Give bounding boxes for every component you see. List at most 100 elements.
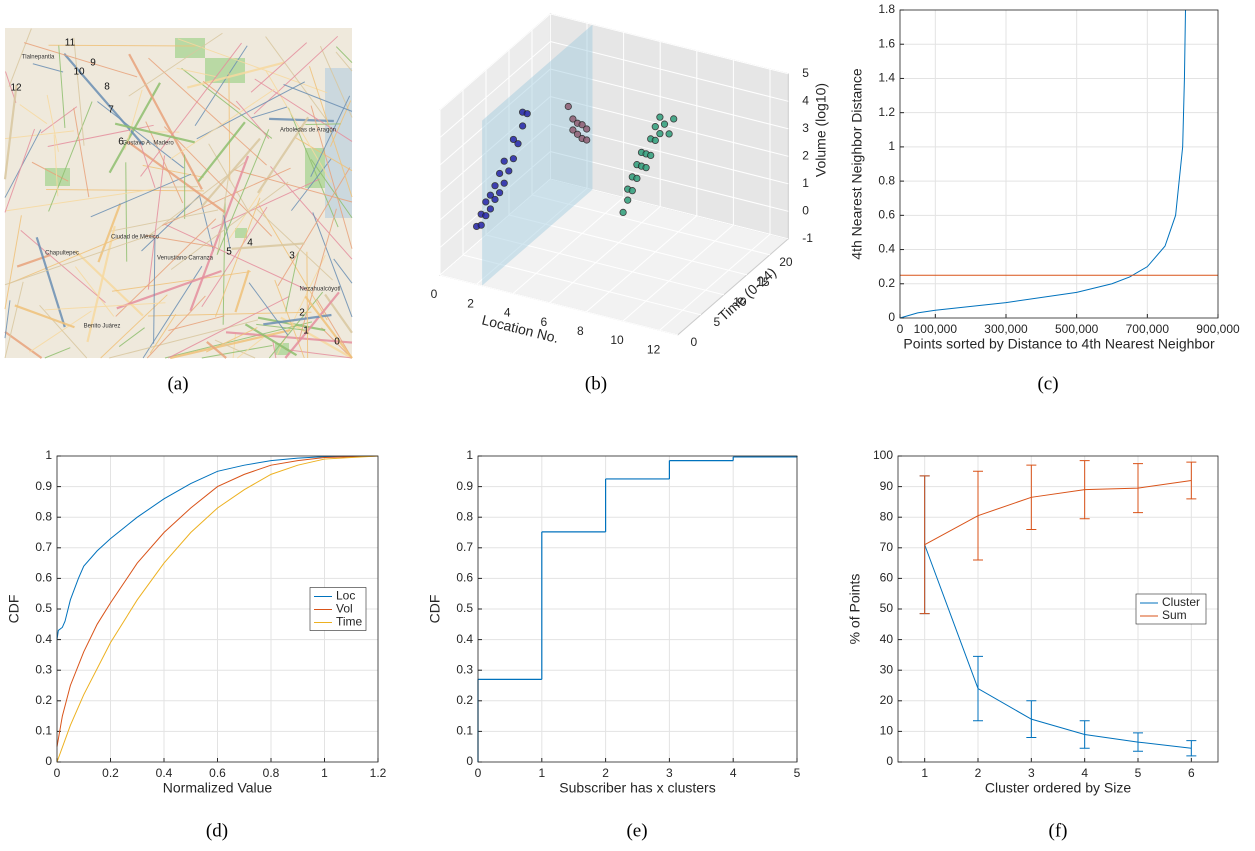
x-tick-label: 0 [54, 766, 61, 780]
x-tick-label: 6 [1188, 766, 1195, 780]
y-tick-label: 0.7 [456, 540, 473, 554]
y-tick-label: 0.5 [456, 601, 473, 615]
y-tick-label: 0.3 [456, 662, 473, 676]
y-tick-label: 40 [880, 632, 894, 646]
y-tick-label: 0.8 [878, 173, 895, 187]
y-axis-label: CDF [6, 595, 22, 624]
place-label: Benito Juárez [84, 324, 121, 330]
x-tick-label: 3 [666, 766, 673, 780]
point [510, 156, 516, 162]
point [501, 158, 507, 164]
x-tick-label: 1.2 [370, 766, 387, 780]
x-tick-label: 4 [730, 766, 737, 780]
point [478, 222, 484, 228]
point [648, 152, 654, 158]
y-tick-label: 0.2 [456, 693, 473, 707]
location-label: 8 [104, 82, 110, 93]
y-tick-label: 0 [888, 310, 895, 324]
y-tick-label: 20 [779, 255, 793, 269]
point [492, 196, 498, 202]
location-label: 9 [90, 58, 96, 69]
point [634, 175, 640, 181]
y-tick-label: 0.1 [35, 724, 52, 738]
y-tick-label: 0.7 [35, 540, 52, 554]
point [515, 141, 521, 147]
legend-label: Sum [1162, 608, 1187, 622]
legend-label: Time [336, 615, 363, 629]
z-tick-label: 4 [802, 93, 809, 107]
y-tick-label: 0.2 [878, 276, 895, 290]
y-tick-label: 0 [886, 754, 893, 768]
y-tick-label: 100 [873, 448, 893, 462]
x-tick-label: 0.8 [263, 766, 280, 780]
place-label: Venustiano Carranza [157, 256, 214, 262]
x-axis-label: Subscriber has x clusters [559, 780, 715, 796]
x-tick-label: 700,000 [1126, 322, 1170, 336]
point [625, 197, 631, 203]
y-tick-label: 0.2 [35, 693, 52, 707]
y-tick-label: 60 [880, 571, 894, 585]
z-tick-label: 2 [802, 148, 809, 162]
y-tick-label: 0.3 [35, 662, 52, 676]
y-tick-label: 1.8 [878, 2, 895, 16]
legend-label: Cluster [1162, 595, 1200, 609]
x-tick-label: 0.4 [156, 766, 173, 780]
y-tick-label: 0.9 [456, 479, 473, 493]
location-label: 12 [10, 83, 22, 94]
y-tick-label: 0.1 [456, 724, 473, 738]
point [487, 206, 493, 212]
x-tick-label: 1 [921, 766, 928, 780]
y-tick-label: 70 [880, 540, 894, 554]
point [643, 164, 649, 170]
y-tick-label: 10 [880, 724, 894, 738]
x-axis-label: Cluster ordered by Size [985, 780, 1132, 796]
z-tick-label: 3 [802, 121, 809, 135]
x-tick-label: 900,000 [1196, 322, 1240, 336]
point [524, 111, 530, 117]
x-tick-label: 12 [647, 342, 661, 356]
y-tick-label: 0 [691, 335, 698, 349]
y-tick-label: 20 [880, 693, 894, 707]
place-label: Tlalnepantla [22, 55, 55, 61]
x-axis-label: Normalized Value [163, 780, 273, 796]
point [657, 114, 663, 120]
x-tick-label: 5 [794, 766, 801, 780]
z-tick-label: -1 [802, 231, 813, 245]
x-tick-label: 2 [975, 766, 982, 780]
caption: (b) [585, 373, 607, 394]
place-label: Nezahualcóyotl [299, 287, 340, 293]
location-label: 7 [108, 105, 114, 116]
location-label: 1 [303, 326, 309, 337]
x-axis-label: Location No. [480, 311, 560, 346]
y-tick-label: 80 [880, 509, 894, 523]
point [629, 187, 635, 193]
point [501, 180, 507, 186]
y-tick-label: 1.4 [878, 71, 895, 85]
location-label: 2 [299, 308, 305, 319]
z-axis-label: Volume (log10) [813, 83, 829, 177]
y-tick-label: 1 [466, 448, 473, 462]
place-label: Gustavo A. Madero [122, 141, 174, 147]
z-tick-label: 0 [802, 203, 809, 217]
point [671, 116, 677, 122]
y-axis-label: CDF [427, 595, 443, 624]
x-tick-label: 5 [1135, 766, 1142, 780]
y-tick-label: 90 [880, 479, 894, 493]
y-tick-label: 0.6 [456, 571, 473, 585]
y-tick-label: 30 [880, 662, 894, 676]
y-tick-label: 0.6 [35, 571, 52, 585]
location-label: 3 [289, 251, 295, 262]
place-label: Chapultepec [45, 251, 79, 257]
location-label: 4 [247, 238, 253, 249]
point [652, 123, 658, 129]
place-label: Arboledas de Aragón [280, 128, 336, 134]
y-tick-label: 0.9 [35, 479, 52, 493]
x-tick-label: 100,000 [914, 322, 958, 336]
z-tick-label: 5 [802, 66, 809, 80]
point [584, 137, 590, 143]
point [496, 170, 502, 176]
location-label: 0 [334, 337, 340, 348]
y-tick-label: 1 [45, 448, 52, 462]
x-tick-label: 2 [602, 766, 609, 780]
y-tick-label: 1.2 [878, 105, 895, 119]
